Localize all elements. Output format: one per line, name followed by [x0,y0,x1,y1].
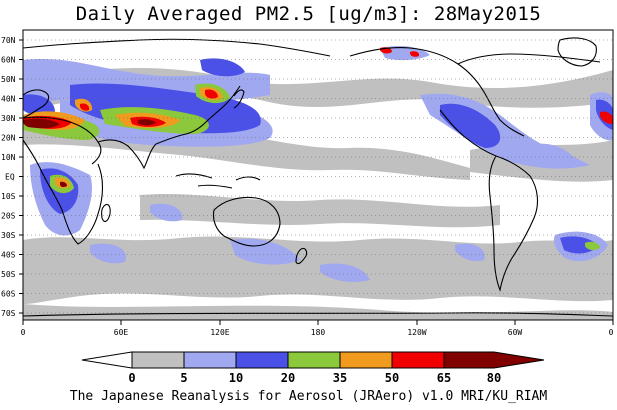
lat-label: 30S [1,231,16,240]
lat-label: 10S [1,192,16,201]
map-panel [23,30,613,320]
lat-label: 70S [1,309,16,318]
lon-label: 60W [508,328,523,337]
lon-label: 60E [114,328,129,337]
lat-labels: 70N 60N 50N 40N 30N 20N 10N EQ 10S 20S 3… [1,36,16,318]
colorbar-label: 10 [229,371,243,385]
lon-label: 0 [609,328,614,337]
colorbar-segment-4 [287,351,341,369]
colorbar-segment-5 [339,351,393,369]
colorbar-segment-6 [391,351,445,369]
credit-line: The Japanese Reanalysis for Aerosol (JRA… [69,389,548,404]
lat-label: 30N [1,114,16,123]
colorbar [81,351,545,369]
map-title: Daily Averaged PM2.5 [ug/m3]: 28May2015 [75,3,542,25]
colorbar-label: 35 [333,371,347,385]
lat-ticks [19,39,23,314]
lat-label: 20S [1,212,16,221]
lat-label: 50N [1,75,16,84]
colorbar-label: 20 [281,371,295,385]
coastlines [23,37,613,317]
colorbar-labels: 0 5 10 20 35 50 65 80 [128,371,501,385]
lat-label: 50S [1,270,16,279]
lat-label: 70N [1,36,16,45]
lon-ticks [22,320,614,325]
colorbar-label: 50 [385,371,399,385]
colorbar-segment-1 [131,351,185,369]
colorbar-label: 0 [128,371,135,385]
lat-label: 40N [1,95,16,104]
lat-label: 60S [1,290,16,299]
lon-label: 120W [407,328,426,337]
lat-label: EQ [5,173,15,182]
lat-label: 40S [1,251,16,260]
colorbar-segment-2 [183,351,237,369]
colorbar-segment-3 [235,351,289,369]
colorbar-label: 80 [487,371,501,385]
lon-label: 120E [210,328,229,337]
colorbar-label: 65 [437,371,451,385]
pm25-darkred-bands [23,118,156,188]
lon-label: 0 [21,328,26,337]
lat-label: 20N [1,134,16,143]
colorbar-label: 5 [180,371,187,385]
lon-labels: 0 60E 120E 180 120W 60W 0 [21,328,614,337]
lat-label: 60N [1,56,16,65]
colorbar-segment-7 [443,351,545,369]
colorbar-segment-0 [81,351,133,369]
lat-label: 10N [1,153,16,162]
lon-label: 180 [311,328,326,337]
